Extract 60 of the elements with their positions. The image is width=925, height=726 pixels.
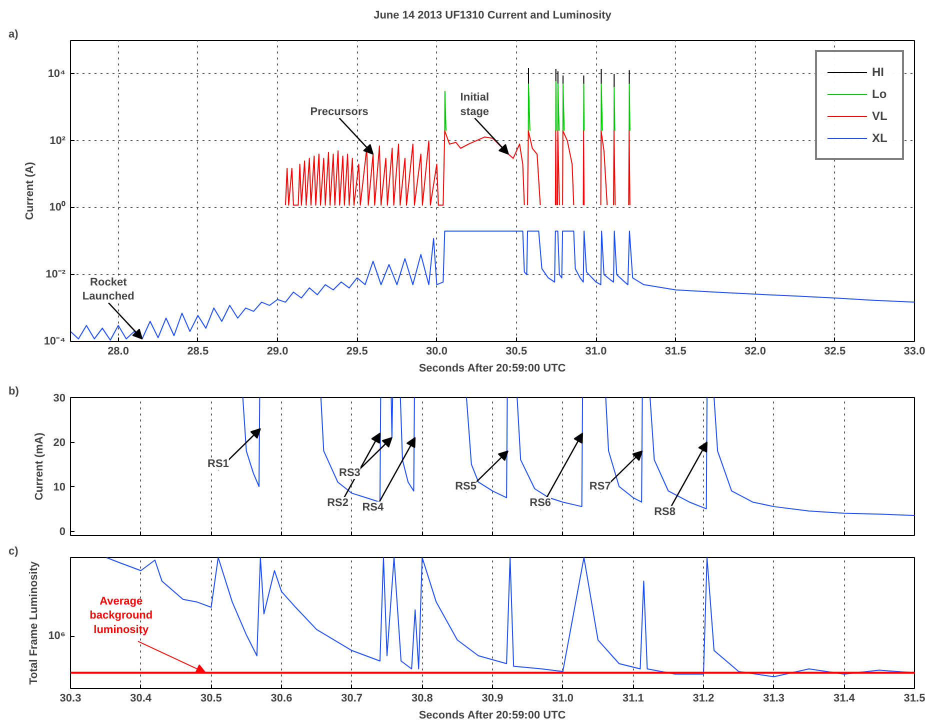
annotation: RS8 [654, 506, 676, 518]
x-tick-label: 30.5 [200, 692, 222, 704]
annotation: Precursors [310, 106, 368, 118]
ref-line-label: Average background luminosity [90, 595, 153, 636]
y-tick-label: 10⁻² [46, 268, 66, 281]
x-axis-title: Seconds After 20:59:00 UTC [418, 362, 566, 374]
legend-label: HI [872, 65, 885, 79]
x-tick-label: 29.0 [266, 346, 288, 358]
text: b) [8, 386, 20, 398]
y-axis-title: Current (A) [24, 162, 36, 220]
x-tick-label: 30.9 [482, 692, 504, 704]
annotation: RS2 [327, 497, 348, 510]
x-tick-label: 29.5 [346, 346, 368, 358]
text: 10⁶ [48, 630, 66, 642]
annotation: RS6 [530, 497, 552, 510]
x-tick-label: 30.6 [270, 692, 292, 704]
y-tick-label: 10² [50, 134, 66, 147]
x-tick-label: 31.2 [692, 692, 714, 704]
x-tick-label: 30.0 [426, 346, 448, 358]
x-tick-label: 31.1 [622, 692, 644, 704]
y-tick-label: 30 [53, 392, 66, 404]
y-tick-label: 10⁴ [48, 68, 66, 80]
x-tick-label: 30.4 [130, 692, 152, 704]
x-tick-label: 31.0 [552, 692, 574, 704]
annotation: RS1 [208, 458, 229, 470]
text: c) [8, 546, 19, 558]
y-tick-label: 10⁻⁴ [44, 336, 66, 348]
chart-title: June 14 2013 UF1310 Current and Luminosity [374, 10, 612, 22]
annotation: RS5 [455, 480, 476, 492]
x-tick-label: 30.7 [341, 692, 363, 704]
x-tick-label: 28.0 [108, 346, 129, 358]
legend-label: VL [872, 109, 888, 123]
annotation: Rocket Launched [82, 276, 134, 303]
x-tick-label: 31.0 [585, 346, 607, 358]
x-tick-label: 32.0 [744, 346, 766, 358]
annotation: RS7 [589, 480, 611, 492]
x-tick-label: 31.5 [664, 346, 686, 358]
text: a) [8, 28, 19, 40]
y-tick-label: 20 [53, 437, 66, 450]
x-tick-label: 31.4 [833, 692, 856, 704]
annotation: RS4 [362, 501, 385, 514]
legend-label: Lo [872, 87, 888, 101]
y-axis-title: Total Frame Luminosity [28, 560, 40, 685]
x-axis-title: Seconds After 20:59:00 UTC [418, 710, 566, 722]
y-axis-title: Current (mA) [33, 432, 46, 500]
x-tick-label: 33.0 [904, 346, 925, 358]
x-tick-label: 32.5 [824, 346, 846, 358]
legend-label: XL [872, 131, 888, 145]
annotation: Initial stage [460, 92, 490, 118]
y-tick-label: 0 [59, 526, 66, 538]
line-series [70, 230, 914, 341]
x-tick-label: 28.5 [187, 346, 209, 358]
x-tick-label: 30.8 [411, 692, 433, 704]
y-tick-label: 10 [53, 482, 66, 494]
x-tick-label: 31.5 [904, 692, 925, 704]
x-tick-label: 31.3 [763, 692, 785, 704]
y-tick-label: 10⁰ [49, 200, 66, 214]
annotation: RS3 [339, 466, 360, 479]
x-tick-label: 30.3 [60, 692, 82, 704]
x-tick-label: 30.5 [506, 346, 528, 358]
